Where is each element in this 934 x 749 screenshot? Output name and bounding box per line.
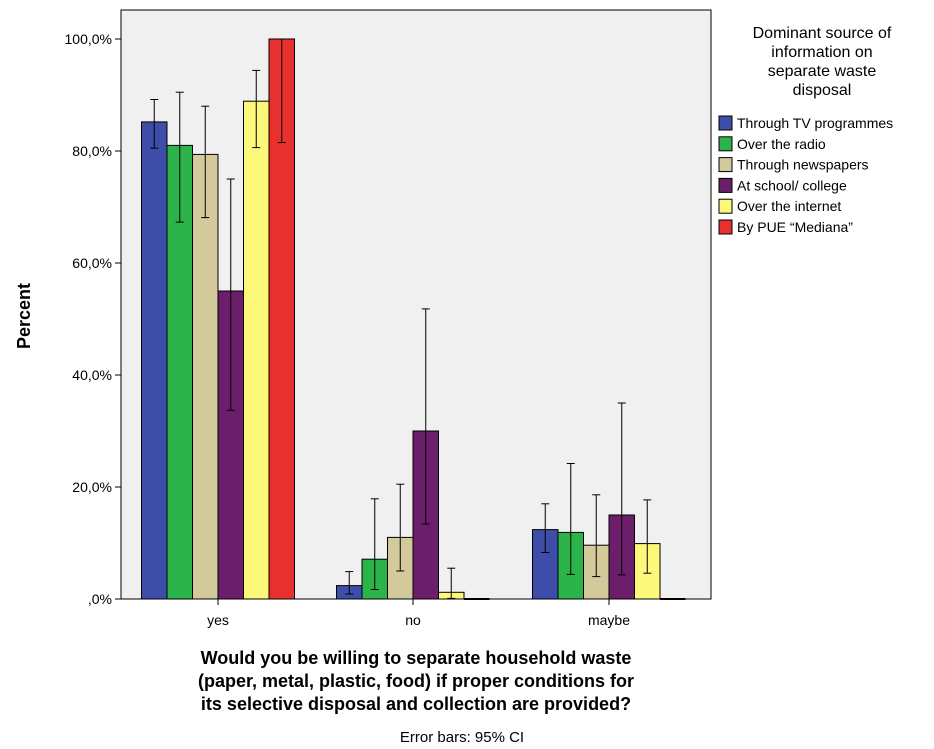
legend-label: Over the radio [737,136,826,152]
x-tick-label: no [405,612,421,628]
bar-yes-series-4 [243,100,270,600]
error-bar-yes-series-1 [175,91,184,223]
y-axis-title: Percent [14,283,34,349]
legend-label: At school/ college [737,177,847,193]
x-axis-title-line-1: Would you be willing to separate househo… [201,648,632,668]
y-axis: ,0% 20,0% 40,0% 60,0% 80,0% 100,0% [65,31,121,607]
legend-swatch [718,136,733,152]
error-bar-yes-series-5 [277,38,286,144]
y-tick-label: 60,0% [72,255,112,271]
x-tick-label: yes [207,612,229,628]
x-axis: yes no maybe [207,599,630,628]
legend: Dominant source of information on separa… [718,25,893,235]
legend-swatch [718,157,733,173]
legend-swatch [718,177,733,193]
x-axis-title-line-2: (paper, metal, plastic, food) if proper … [198,671,634,691]
error-bar-yes-series-3 [226,178,235,411]
error-bar-maybe-series-1 [566,463,575,575]
legend-swatch [718,198,733,214]
error-bar-no-series-1 [370,498,379,590]
error-bar-no-series-3 [421,308,430,525]
x-tick-label: maybe [588,612,630,628]
legend-label: Over the internet [737,198,841,214]
error-bar-no-series-2 [396,483,405,572]
legend-title-line-3: separate waste [768,63,877,80]
legend-title-line-2: information on [771,44,872,61]
bar-yes-series-1 [166,144,193,600]
error-bar-yes-series-4 [252,69,261,149]
error-bars-layer [150,38,652,599]
bar-yes-series-0 [141,121,168,600]
error-bar-maybe-series-4 [643,499,652,574]
bar-yes-series-2 [192,153,219,600]
error-bar-yes-series-0 [150,99,159,149]
legend-title-line-1: Dominant source of [753,25,892,42]
error-bar-yes-series-2 [201,105,210,219]
y-tick-label: 80,0% [72,143,112,159]
legend-title-line-4: disposal [793,82,852,99]
legend-label: Through newspapers [737,157,869,173]
error-bar-maybe-series-3 [617,402,626,576]
y-tick-label: 100,0% [65,31,112,47]
error-bar-maybe-series-2 [592,494,601,578]
error-bars-note: Error bars: 95% CI [400,729,524,746]
y-tick-label: ,0% [88,591,112,607]
legend-swatch [718,115,733,131]
x-axis-title-line-3: its selective disposal and collection ar… [201,694,631,714]
error-bar-no-series-4 [447,567,456,599]
legend-label: Through TV programmes [737,115,893,131]
error-bar-maybe-series-0 [541,503,550,553]
error-bar-no-series-0 [345,571,354,595]
y-tick-label: 40,0% [72,367,112,383]
legend-items: Through TV programmes Over the radio Throu… [718,115,893,235]
legend-label: By PUE “Mediana” [737,219,853,235]
legend-swatch [718,219,733,235]
y-tick-label: 20,0% [72,479,112,495]
bars-layer [141,38,686,600]
